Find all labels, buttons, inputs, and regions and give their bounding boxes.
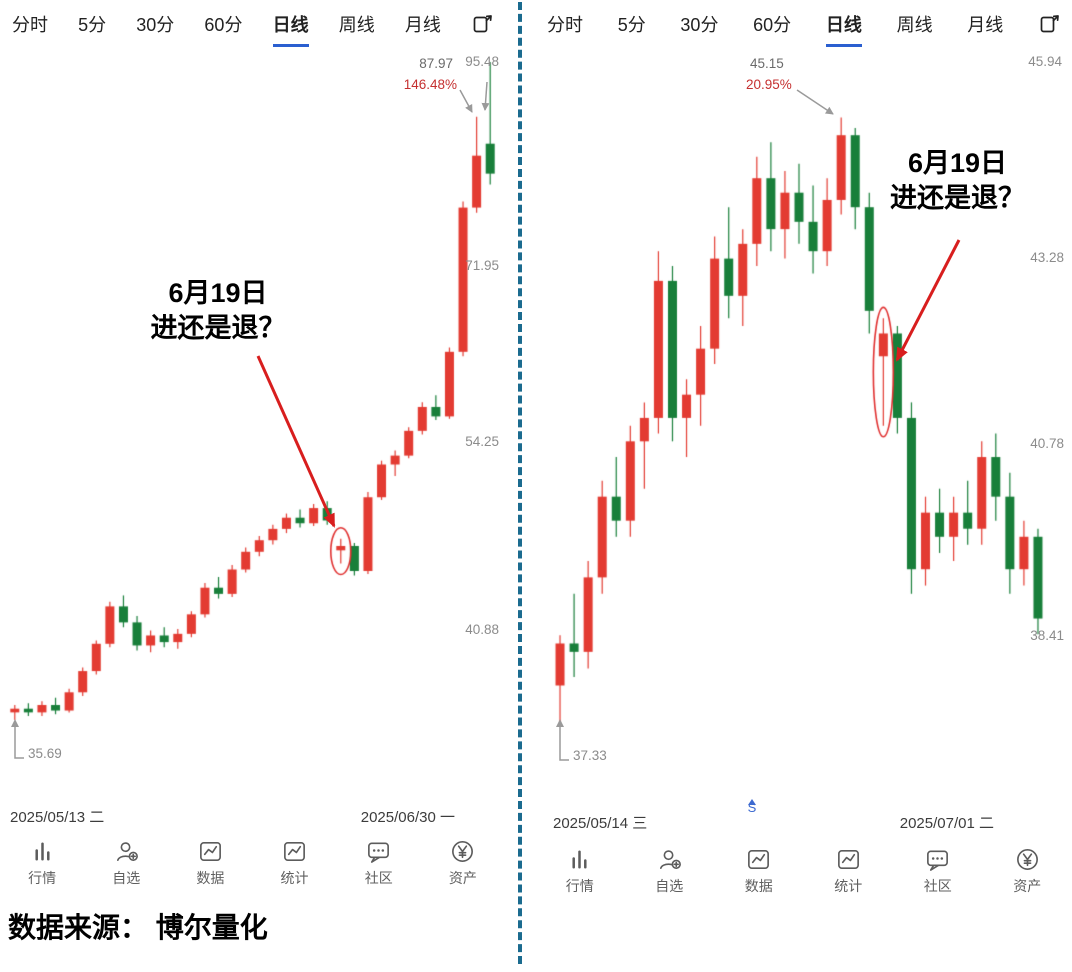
tab-monthly[interactable]: 月线	[967, 15, 1004, 35]
nav-item-community[interactable]: 社区	[351, 838, 407, 888]
gain-percent-label: 20.95%	[746, 77, 792, 92]
nav-item-quotes[interactable]: 行情	[14, 838, 70, 888]
candlestick-chart[interactable]	[0, 48, 505, 808]
community-chat-icon	[365, 838, 392, 865]
interval-tabbar: 分时 5分 30分 60分 日线 周线 月线	[0, 0, 505, 48]
tab-5min[interactable]: 5分	[78, 15, 107, 35]
gridline-label: 54.25	[465, 434, 499, 449]
data-chart-icon	[745, 846, 772, 873]
gridline-label: 40.78	[1030, 436, 1064, 451]
data-chart-icon	[197, 838, 224, 865]
gridline-label: 40.88	[465, 622, 499, 637]
tab-30min[interactable]: 30分	[136, 15, 175, 35]
tab-monthly[interactable]: 月线	[404, 15, 441, 35]
axis-max-label: 95.48	[465, 54, 499, 69]
person-add-icon	[656, 846, 683, 873]
bottom-navbar: 行情 自选 数据 统计 社区 资产	[0, 838, 505, 888]
chart-panel-right: 分时 5分 30分 60分 日线 周线 月线 45.94 45.15 20.95…	[535, 0, 1072, 972]
nav-item-quotes[interactable]: 行情	[552, 846, 608, 896]
tab-timeshare[interactable]: 分时	[12, 15, 48, 35]
tab-daily[interactable]: 日线	[272, 1, 309, 47]
tab-weekly[interactable]: 周线	[338, 15, 375, 35]
assets-yen-icon	[1014, 846, 1041, 873]
stats-chart-icon	[835, 846, 862, 873]
tab-60min[interactable]: 60分	[753, 15, 792, 35]
nav-item-data[interactable]: 数据	[731, 846, 787, 896]
data-source-caption: 数据来源： 博尔量化	[8, 912, 268, 943]
high-price-label: 87.97	[419, 56, 453, 71]
nav-item-assets[interactable]: 资产	[435, 838, 491, 888]
rotate-screen-icon[interactable]	[471, 13, 493, 35]
gridline-label: 43.28	[1030, 250, 1064, 265]
bar-chart-icon	[566, 846, 593, 873]
tab-daily[interactable]: 日线	[825, 1, 862, 47]
date-start-label: 2025/05/14 三	[553, 815, 648, 832]
interval-tabbar: 分时 5分 30分 60分 日线 周线 月线	[535, 0, 1072, 48]
annotation-text: 6月19日 进还是退？	[150, 278, 286, 344]
bottom-navbar: 行情 自选 数据 统计 社区 资产	[535, 846, 1072, 896]
gain-percent-label: 146.48%	[403, 77, 457, 92]
gridline-label: 71.95	[465, 258, 499, 273]
axis-max-label: 45.94	[1028, 54, 1062, 69]
bar-chart-icon	[29, 838, 56, 865]
tab-30min[interactable]: 30分	[680, 15, 719, 35]
assets-yen-icon	[449, 838, 476, 865]
nav-item-watchlist[interactable]: 自选	[98, 838, 154, 888]
low-price-label: 35.69	[28, 746, 62, 761]
high-price-label: 45.15	[750, 56, 784, 71]
date-end-label: 2025/06/30 一	[360, 809, 455, 826]
tab-weekly[interactable]: 周线	[896, 15, 933, 35]
community-chat-icon	[924, 846, 951, 873]
annotation-text: 6月19日 进还是退？	[890, 148, 1025, 214]
nav-item-stats[interactable]: 统计	[820, 846, 876, 896]
date-end-label: 2025/07/01 二	[899, 815, 994, 832]
nav-item-data[interactable]: 数据	[182, 838, 238, 888]
nav-item-stats[interactable]: 统计	[267, 838, 323, 888]
chart-panel-left: 分时 5分 30分 60分 日线 周线 月线 95.48 87.97 146.4…	[0, 0, 505, 972]
signal-marker: S	[741, 782, 763, 815]
panel-divider	[505, 0, 535, 972]
nav-item-community[interactable]: 社区	[910, 846, 966, 896]
nav-item-assets[interactable]: 资产	[999, 846, 1055, 896]
tab-5min[interactable]: 5分	[617, 15, 646, 35]
tab-60min[interactable]: 60分	[204, 15, 243, 35]
stats-chart-icon	[281, 838, 308, 865]
person-add-icon	[113, 838, 140, 865]
nav-item-watchlist[interactable]: 自选	[641, 846, 697, 896]
rotate-screen-icon[interactable]	[1038, 13, 1060, 35]
candlestick-chart[interactable]	[535, 48, 1072, 808]
tab-timeshare[interactable]: 分时	[547, 15, 583, 35]
gridline-label: 38.41	[1030, 628, 1064, 643]
low-price-label: 37.33	[573, 748, 607, 763]
date-start-label: 2025/05/13 二	[10, 809, 105, 826]
